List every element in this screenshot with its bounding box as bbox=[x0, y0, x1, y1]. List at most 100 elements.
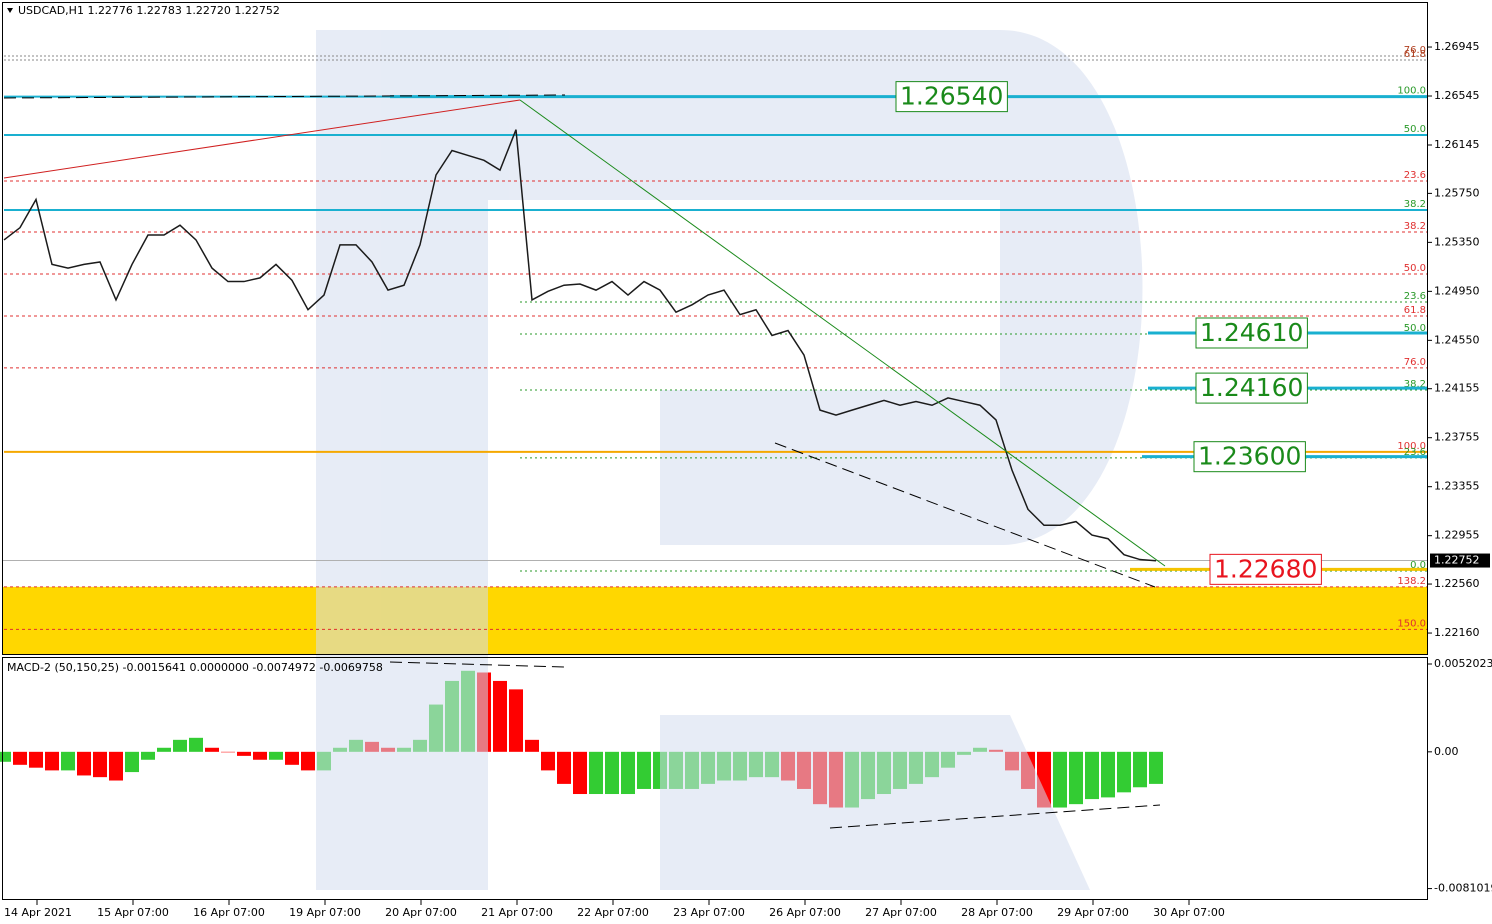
y-tick-label: 0.00 bbox=[1434, 745, 1459, 758]
foreground-layer: 1.26945 1.26545 1.26145 1.25750 1.25350 1.249… bbox=[3, 40, 1492, 919]
y-tick-label: 1.22560 bbox=[1434, 577, 1480, 590]
main-panel-frame bbox=[2, 2, 1428, 655]
macd-bar bbox=[221, 751, 235, 753]
fib-label: 0.0 bbox=[1410, 560, 1426, 571]
x-tick-label: 16 Apr 07:00 bbox=[193, 906, 265, 919]
macd-bar bbox=[493, 680, 507, 752]
callout-box bbox=[895, 81, 1008, 113]
macd-trend-line bbox=[829, 804, 1161, 829]
watermark-bowl bbox=[488, 30, 1143, 545]
fib-label: 50.0 bbox=[1404, 263, 1426, 274]
y-tick-label: 1.25750 bbox=[1434, 186, 1480, 199]
macd-bar bbox=[13, 751, 27, 765]
watermark bbox=[316, 30, 1143, 890]
macd-bar bbox=[621, 751, 635, 795]
y-tick-label: 1.26545 bbox=[1434, 89, 1480, 102]
macd-bar bbox=[637, 751, 651, 789]
macd-bar bbox=[589, 751, 603, 795]
macd-bar bbox=[253, 751, 267, 760]
fib-label: 100.0 bbox=[1397, 441, 1426, 452]
macd-bar bbox=[269, 751, 283, 760]
watermark-bar bbox=[316, 30, 488, 890]
last-price-label: 1.22752 bbox=[1434, 554, 1480, 567]
macd-bar bbox=[1069, 751, 1083, 805]
fib-label: 38.2 bbox=[1404, 199, 1426, 210]
y-tick-label: 1.22160 bbox=[1434, 626, 1480, 639]
channel-line bbox=[774, 442, 1156, 588]
macd-bar bbox=[1117, 751, 1131, 793]
x-tick-label: 22 Apr 07:00 bbox=[577, 906, 649, 919]
y-tick-label: -0.0081019 bbox=[1434, 882, 1492, 895]
y-tick-label: 1.26145 bbox=[1434, 138, 1480, 151]
y-tick-label: 1.23755 bbox=[1434, 431, 1480, 444]
macd-bar bbox=[1101, 751, 1115, 798]
menu-triangle[interactable] bbox=[7, 8, 13, 13]
chart-header: USDCAD,H1 1.22776 1.22783 1.22720 1.2275… bbox=[18, 4, 280, 17]
x-tick-label: 27 Apr 07:00 bbox=[865, 906, 937, 919]
macd-bar bbox=[285, 751, 299, 765]
callout-box bbox=[1209, 553, 1322, 585]
macd-bar bbox=[557, 751, 571, 784]
y-tick-label: 1.25350 bbox=[1434, 235, 1480, 248]
fib-label: 50.0 bbox=[1404, 124, 1426, 135]
macd-bar bbox=[237, 751, 251, 756]
y-tick-label: 1.24950 bbox=[1434, 284, 1480, 297]
callout-label: 1.24160 bbox=[1200, 373, 1303, 402]
macd-bar bbox=[205, 747, 219, 752]
macd-bar bbox=[1053, 751, 1067, 808]
x-tick-label: 15 Apr 07:00 bbox=[97, 906, 169, 919]
callout-box bbox=[1195, 372, 1308, 404]
macd-bar bbox=[189, 737, 203, 752]
fib-label: 50.0 bbox=[1404, 323, 1426, 334]
watermark-leg bbox=[660, 715, 1090, 890]
macd-bar bbox=[509, 689, 523, 752]
fib-label: 76.0 bbox=[1404, 45, 1426, 56]
fib-label: 61.8 bbox=[1404, 49, 1426, 60]
macd-bar bbox=[61, 751, 75, 771]
macd-bar bbox=[0, 751, 11, 762]
channel-line bbox=[3, 94, 566, 99]
x-tick-label: 28 Apr 07:00 bbox=[961, 906, 1033, 919]
macd-bar bbox=[1085, 751, 1099, 800]
macd-header: MACD-2 (50,150,25) -0.0015641 0.0000000 … bbox=[7, 661, 383, 674]
fib-label: 23.6 bbox=[1404, 170, 1426, 181]
price-line bbox=[3, 129, 1157, 562]
y-tick-label: 1.26945 bbox=[1434, 40, 1480, 53]
fib-label: 76.0 bbox=[1404, 357, 1426, 368]
fib-label: 38.2 bbox=[1404, 221, 1426, 232]
last-price-tag bbox=[1430, 553, 1490, 568]
y-tick-label: 1.24550 bbox=[1434, 333, 1480, 346]
y-tick-label: 1.23355 bbox=[1434, 480, 1480, 493]
callout-box bbox=[1193, 441, 1306, 473]
macd-bar bbox=[173, 739, 187, 752]
trend-line bbox=[519, 99, 1166, 567]
x-tick-label: 14 Apr 2021 bbox=[4, 906, 72, 919]
fib-label: 150.0 bbox=[1397, 618, 1426, 629]
callout-label: 1.22680 bbox=[1214, 554, 1317, 583]
fib-label: 61.8 bbox=[1404, 305, 1426, 316]
macd-bar bbox=[93, 751, 107, 778]
macd-bar bbox=[525, 739, 539, 752]
trend-line bbox=[3, 99, 521, 179]
macd-bar bbox=[541, 751, 555, 771]
macd-bar bbox=[125, 751, 139, 773]
macd-bar bbox=[1149, 751, 1163, 784]
x-tick-label: 30 Apr 07:00 bbox=[1153, 906, 1225, 919]
x-tick-label: 23 Apr 07:00 bbox=[673, 906, 745, 919]
macd-bar bbox=[1133, 751, 1147, 788]
fib-label: 23.6 bbox=[1404, 447, 1426, 458]
fib-label: 38.2 bbox=[1404, 379, 1426, 390]
support-zone bbox=[3, 586, 1428, 655]
fib-label: 23.6 bbox=[1404, 291, 1426, 302]
macd-bar bbox=[109, 751, 123, 781]
x-tick-label: 21 Apr 07:00 bbox=[481, 906, 553, 919]
macd-bar bbox=[77, 751, 91, 776]
macd-bar bbox=[301, 751, 315, 771]
fib-label: 100.0 bbox=[1397, 86, 1426, 97]
callout-label: 1.24610 bbox=[1200, 318, 1303, 347]
callout-label: 1.23600 bbox=[1198, 442, 1301, 471]
macd-panel-frame bbox=[2, 657, 1428, 900]
y-tick-label: 1.24155 bbox=[1434, 382, 1480, 395]
x-tick-label: 29 Apr 07:00 bbox=[1057, 906, 1129, 919]
